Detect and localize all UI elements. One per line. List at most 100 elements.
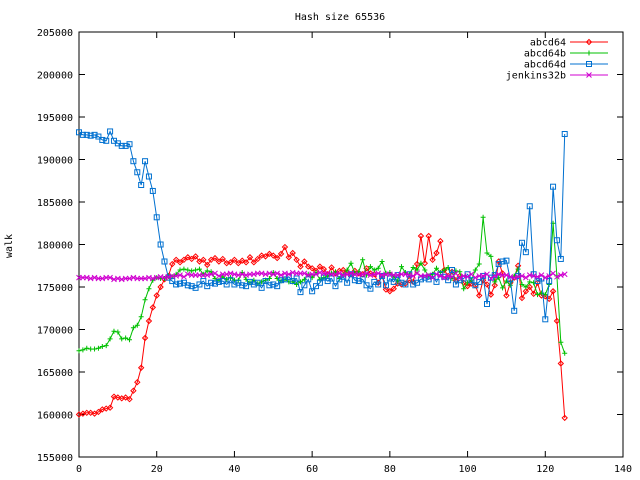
y-axis-label: walk — [4, 234, 15, 258]
data-point — [184, 282, 191, 289]
data-point — [185, 267, 191, 273]
data-point — [127, 337, 133, 343]
data-point — [180, 256, 188, 264]
data-point — [351, 277, 358, 284]
data-point — [297, 279, 303, 285]
data-point — [480, 214, 486, 220]
x-tick-label: 140 — [614, 464, 632, 475]
data-point — [433, 265, 439, 271]
data-point — [441, 274, 448, 281]
data-point — [554, 273, 560, 280]
data-point — [328, 275, 335, 282]
data-point — [273, 254, 281, 262]
data-point — [308, 265, 316, 272]
data-point — [421, 259, 429, 267]
data-point — [398, 279, 405, 286]
data-point — [250, 259, 258, 266]
data-point — [472, 282, 479, 289]
data-point — [382, 286, 390, 293]
chart-title: Hash size 65536 — [295, 12, 385, 23]
data-point — [542, 316, 549, 323]
data-point — [79, 131, 86, 138]
data-point — [550, 183, 557, 190]
data-point — [546, 278, 553, 285]
data-point — [281, 243, 289, 251]
data-point — [441, 267, 447, 273]
data-point — [433, 278, 440, 285]
data-point — [410, 281, 417, 288]
data-point — [122, 142, 129, 149]
data-point — [107, 274, 113, 281]
legend-label: abcd64d — [524, 60, 566, 71]
data-point — [336, 270, 343, 277]
data-point — [231, 256, 238, 264]
data-point — [274, 270, 281, 277]
data-point — [204, 261, 211, 269]
data-point — [472, 274, 479, 281]
data-point — [106, 404, 114, 411]
data-point — [293, 256, 300, 264]
data-point — [262, 278, 269, 285]
data-point — [134, 322, 140, 328]
data-point — [119, 336, 125, 342]
data-point — [491, 282, 498, 289]
series-jenkins32b — [76, 269, 568, 283]
data-point — [137, 364, 145, 371]
legend-label: abcd64 — [530, 38, 566, 49]
data-point — [414, 270, 420, 277]
data-point — [122, 394, 129, 401]
data-point — [145, 173, 152, 180]
data-point — [192, 253, 199, 260]
data-point — [316, 279, 323, 286]
data-point — [114, 394, 122, 401]
data-point — [200, 271, 206, 277]
data-point — [382, 282, 389, 289]
data-point — [522, 249, 529, 256]
series-abcd64d — [76, 128, 568, 323]
data-point — [146, 286, 152, 292]
data-point — [557, 255, 564, 262]
data-point — [153, 214, 160, 221]
data-point — [172, 256, 180, 264]
data-point — [169, 278, 176, 285]
data-point — [526, 203, 533, 210]
data-point — [320, 274, 327, 281]
data-point — [522, 288, 530, 295]
data-point — [507, 282, 513, 288]
data-point — [138, 182, 145, 188]
data-point — [157, 283, 164, 291]
data-point — [278, 272, 284, 278]
data-point — [246, 254, 254, 261]
data-point — [192, 284, 199, 291]
data-point — [561, 414, 568, 422]
data-point — [301, 282, 308, 289]
x-tick-label: 120 — [536, 464, 554, 475]
data-point — [212, 270, 218, 277]
data-point — [84, 345, 90, 351]
data-point — [301, 258, 308, 265]
data-point — [297, 289, 304, 296]
series-abcd64 — [75, 232, 568, 422]
data-point — [184, 254, 192, 261]
data-point — [340, 266, 347, 274]
data-point — [399, 264, 405, 270]
data-point — [484, 250, 490, 256]
data-point — [177, 280, 184, 287]
data-point — [402, 281, 409, 288]
data-point — [561, 131, 568, 137]
data-point — [110, 393, 118, 400]
data-point — [142, 297, 148, 303]
data-point — [483, 281, 491, 288]
data-point — [414, 267, 420, 273]
data-point — [433, 271, 440, 278]
data-point — [157, 241, 164, 248]
data-point — [103, 137, 110, 144]
data-point — [103, 343, 109, 349]
data-point — [107, 128, 114, 135]
data-point — [138, 314, 144, 320]
y-tick-label: 160000 — [37, 411, 73, 422]
data-point — [266, 282, 273, 289]
data-point — [196, 266, 202, 272]
data-point — [348, 260, 354, 266]
